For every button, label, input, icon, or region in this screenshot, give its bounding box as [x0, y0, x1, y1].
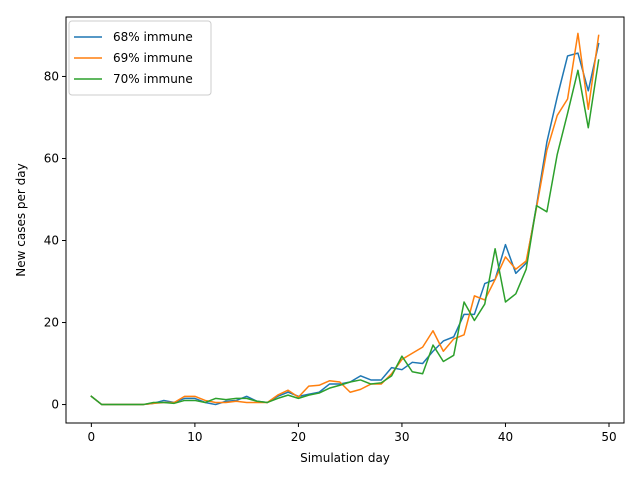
legend-label: 69% immune [113, 51, 193, 65]
y-tick-label: 60 [44, 151, 59, 165]
y-tick-label: 0 [51, 398, 59, 412]
series-line-1 [90, 42, 600, 406]
legend: 68% immune 69% immune 70% immune [68, 20, 212, 96]
x-axis-label: Simulation day [300, 451, 390, 465]
y-tick-label: 80 [44, 69, 59, 83]
series-layer [90, 32, 600, 406]
x-tick-label: 40 [498, 430, 513, 444]
legend-label: 70% immune [113, 72, 193, 86]
x-axis: 0 10 20 30 40 50 [88, 423, 617, 444]
x-tick-label: 0 [88, 430, 96, 444]
plot-frame [65, 16, 625, 424]
x-tick-label: 10 [187, 430, 202, 444]
legend-label: 68% immune [113, 30, 193, 44]
x-tick-label: 20 [291, 430, 306, 444]
series-line-2 [90, 32, 600, 406]
y-tick-label: 20 [44, 316, 59, 330]
x-tick-label: 30 [394, 430, 409, 444]
x-tick-label: 50 [601, 430, 616, 444]
y-tick-label: 40 [44, 234, 59, 248]
y-axis-label: New cases per day [14, 163, 28, 276]
legend-frame [68, 20, 212, 96]
series-line-3 [90, 59, 600, 406]
y-axis: 0 20 40 60 80 [44, 69, 66, 412]
